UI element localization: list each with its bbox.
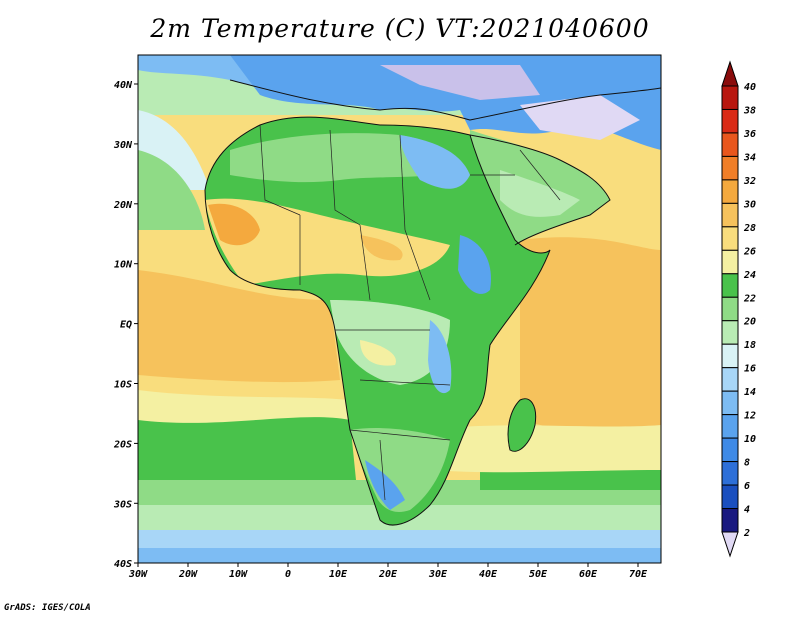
sahel-warm-band: [205, 198, 450, 285]
colorbar-box: [721, 343, 739, 369]
colorbar-label: 22: [743, 293, 756, 304]
lat-tick-label: 30S: [113, 499, 132, 510]
lat-tick-label: 20N: [113, 200, 133, 211]
colorbar-box: [721, 484, 739, 510]
lon-tick-label: 70E: [629, 569, 648, 580]
colorbar-box: [721, 390, 739, 416]
colorbar-label: 16: [744, 364, 756, 375]
colorbar-box: [721, 249, 739, 275]
colorbar-label: 34: [743, 152, 756, 163]
colorbar-box: [721, 437, 739, 463]
mediterranean-coastline: [229, 79, 661, 121]
ethiopian-highlands: [458, 235, 491, 294]
lat-tick-label: 40S: [114, 559, 132, 570]
lat-tick-label: 10N: [114, 260, 133, 271]
longitude-axis: 30W 20W 10W 0 10E 20E 30E 40E 50E 60E 70E: [128, 563, 648, 580]
colorbar-label: 4: [744, 505, 750, 516]
colorbar-box: [721, 367, 739, 392]
west-sahel-hot: [208, 203, 260, 246]
colorbar-box: [721, 273, 739, 298]
arabia-coastline: [469, 134, 611, 246]
colorbar-label: 6: [744, 481, 750, 492]
colorbar-box: [721, 461, 739, 486]
southern-africa: [350, 428, 450, 512]
lon-tick-label: 20W: [178, 569, 198, 580]
lon-tick-label: 20E: [378, 569, 398, 580]
colorbar-label: 10: [744, 434, 756, 445]
colorbar-max-triangle: [721, 60, 739, 87]
madagascar: [508, 398, 536, 452]
central-africa: [330, 300, 450, 385]
colorbar-box: [721, 132, 739, 157]
colorbar-label: 32: [743, 176, 756, 187]
indian-warm-pool: [520, 237, 661, 440]
colorbar-label: 28: [743, 223, 756, 234]
colorbar-label: 20: [743, 317, 756, 328]
map-title: 2m Temperature (C) VT:2021040600: [150, 14, 650, 43]
arabian-interior: [500, 170, 580, 217]
lon-tick-label: 50E: [529, 569, 548, 580]
colorbar-box: [721, 226, 739, 251]
colorbar-box: [721, 202, 739, 228]
colorbar-box: [721, 414, 739, 439]
lat-tick-label: 40N: [114, 80, 133, 91]
lon-tick-label: 60E: [579, 569, 598, 580]
colorbar-box: [721, 296, 739, 322]
colorbar-label: 24: [743, 270, 756, 281]
lon-tick-label: 30W: [128, 569, 148, 580]
alps-balkans-cold: [380, 65, 540, 100]
colorbar-label: 30: [743, 199, 756, 210]
lat-tick-label: 10S: [114, 380, 132, 391]
colorbar-label: 8: [744, 458, 750, 469]
temperature-colorbar: 40 38 36 34 32 30 28 26 24 22 20 18 16 14 12 10 8 6 4 2: [721, 60, 756, 558]
zagros-cold: [520, 95, 640, 140]
colorbar-label: 18: [744, 340, 756, 351]
latitude-axis: 40N 30N 20N 10N EQ 10S 20S 30S 40S: [113, 80, 138, 570]
colorbar-label: 14: [744, 387, 756, 398]
colorbar-label: 38: [743, 105, 756, 116]
lat-tick-label: 20S: [113, 439, 132, 450]
colorbar-label: 40: [744, 82, 756, 93]
chad-warm: [360, 235, 403, 261]
colorbar-box: [721, 155, 739, 181]
lon-tick-label: 40E: [479, 569, 498, 580]
madagascar-coastline: [507, 398, 537, 452]
indian-south-mild: [430, 425, 661, 473]
colorbar-label: 26: [743, 246, 756, 257]
lon-tick-label: 30E: [428, 569, 448, 580]
colorbar-min-triangle: [721, 531, 739, 558]
lon-tick-label: 10E: [329, 569, 348, 580]
atlantic-warm-pool: [138, 270, 340, 383]
grads-credit: GrADS: IGES/COLA: [4, 603, 91, 613]
colorbar-box: [721, 85, 739, 110]
drakensberg-cool: [365, 460, 405, 510]
colorbar-box: [721, 320, 739, 345]
lat-tick-label: 30N: [113, 140, 133, 151]
country-borders: [259, 124, 561, 501]
colorbar-label: 12: [744, 411, 756, 422]
lon-tick-label: 10W: [229, 569, 248, 580]
east-african-highlands: [428, 320, 452, 394]
colorbar-box: [721, 508, 739, 533]
congo-mild: [360, 340, 396, 366]
colorbar-label: 2: [743, 528, 750, 539]
map-frame: [137, 54, 662, 564]
africa-coastline: [204, 116, 551, 526]
map-plot-area: [138, 55, 661, 563]
colorbar-box: [721, 108, 739, 134]
atlantic-cool: [138, 150, 205, 230]
southern-coldest-band: [138, 548, 661, 563]
egypt-sudan-cool: [400, 135, 470, 189]
colorbar-label: 36: [743, 129, 756, 140]
lon-tick-label: 0: [285, 569, 291, 580]
lat-tick-label: EQ: [120, 320, 132, 331]
colorbar-box: [721, 179, 739, 204]
